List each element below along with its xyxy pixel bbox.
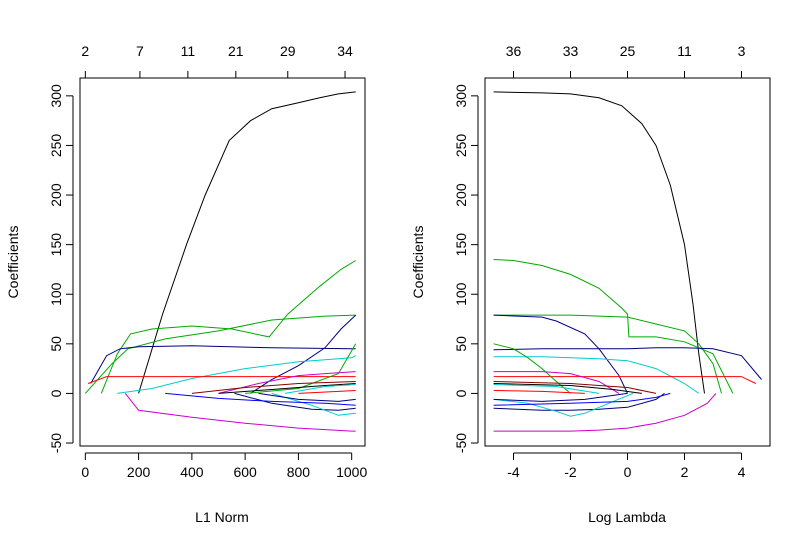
coefficient-path — [90, 345, 356, 384]
top-tick-label: 7 — [136, 43, 144, 59]
coefficient-path — [165, 392, 356, 406]
axes: -4 -2 0 2 4 36 33 25 11 3 -50 0 50 100 150 200 250 300 — [453, 43, 746, 480]
y-tick-label: 300 — [453, 84, 469, 108]
coefficient-path — [493, 314, 628, 394]
coefficient-path — [493, 314, 722, 394]
x-axis-label: Log Lambda — [588, 509, 666, 525]
coefficient-path — [493, 384, 600, 394]
coefficient-path — [218, 371, 356, 394]
coefficient-path — [87, 376, 356, 384]
top-tick-label: 33 — [563, 43, 579, 59]
coefficient-path — [493, 381, 657, 394]
coefficient-path — [493, 383, 642, 394]
coefficient-path — [493, 259, 734, 394]
coefficient-path — [191, 381, 356, 394]
top-tick-label: 11 — [181, 43, 196, 59]
y-tick-label: 200 — [453, 183, 469, 207]
top-tick-label: 3 — [738, 43, 746, 59]
coefficient-path — [100, 260, 356, 394]
coefficient-path — [258, 392, 356, 402]
y-tick-label: 250 — [453, 134, 469, 158]
y-tick-label: 300 — [48, 84, 64, 108]
x-tick-label: 800 — [287, 464, 311, 480]
x-axis-label: L1 Norm — [195, 509, 249, 525]
coefficient-path — [493, 390, 585, 394]
y-tick-label: 150 — [453, 233, 469, 257]
coefficient-paths — [84, 91, 357, 432]
coefficient-path — [218, 383, 356, 394]
coefficient-path — [245, 343, 357, 394]
coefficient-path — [493, 376, 757, 384]
coefficient-path — [493, 91, 705, 394]
x-tick-label: 600 — [233, 464, 257, 480]
log-lambda-panel: -4 -2 0 2 4 36 33 25 11 3 -50 0 50 100 150 200 250 300 Lo… — [410, 43, 771, 525]
y-tick-label: 100 — [453, 282, 469, 306]
y-tick-label: 100 — [48, 282, 64, 306]
x-tick-label: 2 — [681, 464, 689, 480]
x-tick-label: 1000 — [336, 464, 367, 480]
coefficient-path — [138, 91, 356, 394]
top-tick-label: 34 — [337, 43, 353, 59]
top-tick-label: 2 — [81, 43, 89, 59]
y-tick-label: 50 — [453, 336, 469, 352]
y-tick-label: 0 — [48, 389, 64, 397]
l1-norm-panel: 0 200 400 600 800 1000 2 7 11 21 29 34 -50 0 50 100 150 2… — [5, 43, 367, 525]
y-axis-label: Coefficients — [5, 226, 21, 299]
plot-frame — [79, 77, 366, 447]
coefficient-path — [298, 390, 356, 394]
coefficient-path — [493, 392, 665, 411]
x-tick-label: 400 — [180, 464, 204, 480]
y-tick-label: -50 — [453, 433, 469, 453]
y-tick-label: 0 — [453, 389, 469, 397]
top-tick-label: 11 — [677, 43, 692, 59]
y-tick-label: 250 — [48, 134, 64, 158]
y-tick-label: 200 — [48, 183, 64, 207]
x-tick-label: -4 — [507, 464, 520, 480]
coefficient-path — [234, 392, 356, 411]
coefficient-path — [493, 393, 717, 432]
coefficient-path — [285, 384, 356, 394]
coefficient-path — [84, 314, 356, 394]
x-tick-label: 0 — [81, 464, 89, 480]
coefficient-paths — [493, 91, 762, 432]
y-axis-label: Coefficients — [410, 226, 426, 299]
x-tick-label: 4 — [738, 464, 746, 480]
x-tick-label: -2 — [564, 464, 577, 480]
x-tick-label: 0 — [624, 464, 632, 480]
top-tick-label: 36 — [506, 43, 522, 59]
coefficient-path — [493, 392, 628, 402]
coefficient-path — [493, 356, 700, 394]
coefficient-path — [493, 347, 762, 380]
axes: 0 200 400 600 800 1000 2 7 11 21 29 34 -50 0 50 100 150 2… — [48, 43, 367, 480]
coefficient-path — [493, 371, 620, 394]
y-tick-label: 150 — [48, 233, 64, 257]
coefficient-path — [271, 392, 356, 416]
top-tick-label: 21 — [228, 43, 244, 59]
y-tick-label: 50 — [48, 336, 64, 352]
top-tick-label: 25 — [620, 43, 636, 59]
coefficient-path — [124, 393, 356, 432]
y-tick-label: -50 — [48, 433, 64, 453]
coefficient-path — [493, 392, 671, 406]
x-tick-label: 200 — [127, 464, 151, 480]
coefficient-path — [117, 355, 356, 394]
top-tick-label: 29 — [280, 43, 296, 59]
